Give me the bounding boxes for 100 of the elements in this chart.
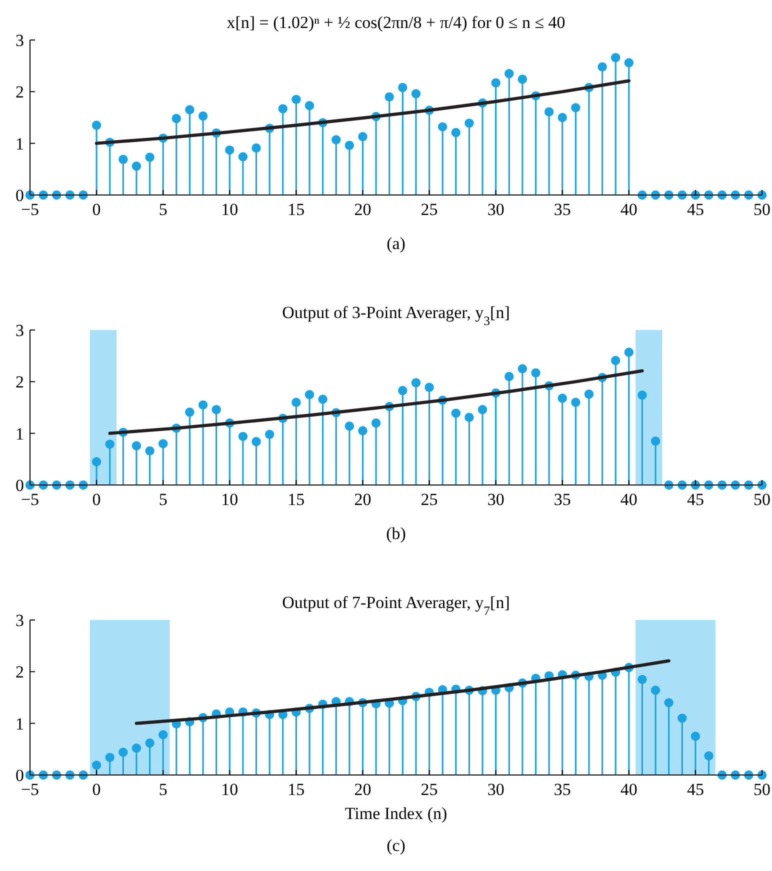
point xyxy=(451,128,460,138)
point xyxy=(558,394,567,403)
point xyxy=(398,82,408,92)
point xyxy=(424,382,434,392)
point xyxy=(132,744,142,753)
x-tick-label: 10 xyxy=(221,200,238,219)
line-series xyxy=(134,659,670,725)
point xyxy=(518,74,528,84)
x-tick-label: 30 xyxy=(487,490,504,509)
y-tick-label: 2 xyxy=(16,372,24,392)
x-tick-label: 5 xyxy=(158,780,168,799)
point xyxy=(358,426,368,436)
point xyxy=(504,68,514,78)
point xyxy=(518,364,528,374)
point xyxy=(185,105,194,114)
point xyxy=(238,152,248,162)
point xyxy=(25,190,35,200)
x-tick-label: 35 xyxy=(554,200,571,219)
point xyxy=(304,390,314,400)
x-tick-label: 5 xyxy=(158,490,168,509)
point xyxy=(491,78,500,88)
point xyxy=(118,748,128,757)
point xyxy=(25,770,35,780)
point xyxy=(650,686,660,695)
point xyxy=(531,368,540,378)
chart-title: Output of 7-Point Averager, y$_{7}$[n] xyxy=(282,593,510,618)
y-tick-label: 2 xyxy=(16,82,24,102)
point xyxy=(25,480,35,490)
point xyxy=(544,107,554,116)
point xyxy=(132,441,142,450)
x-tick-label: 50 xyxy=(754,490,770,509)
point xyxy=(344,140,354,150)
point xyxy=(278,104,288,114)
point xyxy=(198,111,208,121)
y-tick-label: 1 xyxy=(16,134,24,154)
point xyxy=(145,738,154,748)
point xyxy=(384,92,394,102)
y-tick-label: 3 xyxy=(16,30,24,50)
point xyxy=(411,378,421,388)
point xyxy=(92,760,102,770)
point xyxy=(624,58,634,68)
y-tick-label: 2 xyxy=(16,662,24,682)
point xyxy=(411,89,421,98)
point xyxy=(664,698,674,708)
line-series xyxy=(94,79,631,145)
point xyxy=(332,135,341,144)
point xyxy=(638,390,647,400)
point xyxy=(704,751,714,760)
point xyxy=(611,356,620,366)
x-tick-label: 30 xyxy=(487,780,504,799)
text: (c) xyxy=(386,836,406,855)
x-tick-label: 35 xyxy=(554,490,571,509)
point xyxy=(172,114,181,124)
point xyxy=(478,404,488,414)
point xyxy=(252,437,261,446)
point xyxy=(464,412,474,422)
x-tick-label: 50 xyxy=(754,200,770,219)
point xyxy=(598,62,607,72)
point xyxy=(571,103,580,112)
point xyxy=(584,389,594,399)
point xyxy=(225,145,234,155)
x-tick-label: 10 xyxy=(221,780,238,799)
point xyxy=(92,120,102,130)
x-tick-label: 20 xyxy=(354,200,372,219)
x-tick-label: 15 xyxy=(288,780,305,799)
point xyxy=(198,400,208,410)
point xyxy=(611,52,620,62)
point xyxy=(145,152,154,162)
point xyxy=(678,714,687,723)
text: (a) xyxy=(386,234,406,253)
x-tick-label: 40 xyxy=(620,780,638,799)
x-tick-label: 25 xyxy=(420,200,438,219)
point xyxy=(650,436,660,446)
x-tick-label: 25 xyxy=(420,490,438,509)
point xyxy=(292,94,301,104)
point xyxy=(238,432,248,442)
x-tick-label: 45 xyxy=(686,780,704,799)
x-tick-label: 20 xyxy=(354,490,372,509)
x-tick-label: 0 xyxy=(92,490,101,509)
x-tick-label: 45 xyxy=(686,490,704,509)
line-series xyxy=(108,369,644,435)
point xyxy=(558,112,567,122)
point xyxy=(252,143,261,153)
x-tick-label: 5 xyxy=(158,200,168,219)
x-tick-label: 15 xyxy=(288,200,305,219)
point xyxy=(304,101,314,110)
point xyxy=(145,446,154,456)
point xyxy=(504,372,514,382)
point xyxy=(105,752,114,762)
x-tick-label: 10 xyxy=(221,490,238,509)
point xyxy=(464,118,474,128)
point xyxy=(371,418,381,428)
point xyxy=(451,408,460,418)
y-tick-label: 1 xyxy=(16,424,24,444)
point xyxy=(438,122,448,132)
point xyxy=(158,730,168,740)
x-tick-label: 0 xyxy=(92,200,101,219)
point xyxy=(318,394,328,404)
x-tick-label: 30 xyxy=(487,200,504,219)
point xyxy=(212,404,221,414)
